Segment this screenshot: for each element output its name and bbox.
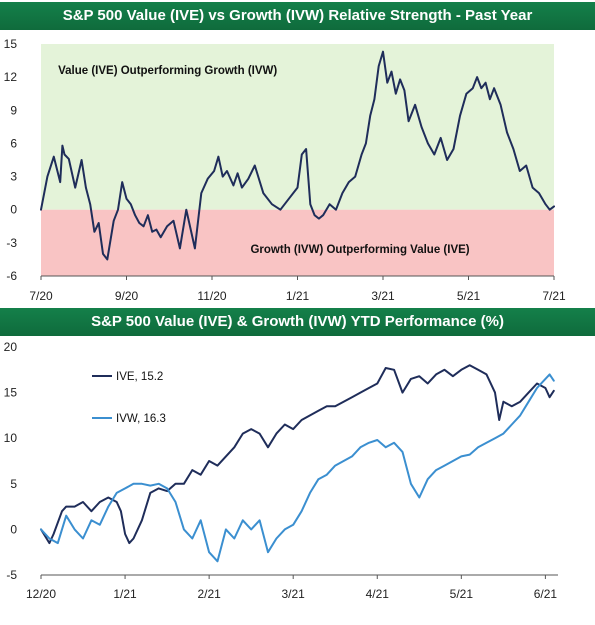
y-tick-label: 15: [4, 386, 18, 400]
x-tick-label: 7/21: [542, 289, 566, 303]
y-tick-label: 3: [10, 170, 17, 184]
y-tick-label: 15: [4, 37, 18, 51]
y-tick-label: 6: [10, 136, 17, 150]
y-tick-label: 5: [10, 477, 17, 491]
relative-strength-chart: -6 -3 0 3 6 9 12 15 7/20 9/20 11/20 1/21 3/21 5/21 7/2…: [4, 37, 566, 303]
chart1-title: S&P 500 Value (IVE) vs Growth (IVW) Rela…: [0, 2, 595, 30]
y-tick-label: 10: [4, 431, 18, 445]
zone-annotation-0: Value (IVE) Outperforming Growth (IVW): [58, 65, 277, 77]
x-tick-label: 5/21: [450, 587, 474, 601]
y-tick-label: 0: [10, 522, 17, 536]
zone-annotation-1: Growth (IVW) Outperforming Value (IVE): [250, 244, 469, 256]
y-tick-label: 20: [4, 340, 18, 354]
zone-band-1: [41, 209, 554, 276]
x-tick-label: 5/21: [457, 289, 481, 303]
y-tick-label: 12: [4, 70, 18, 84]
x-tick-label: 12/20: [26, 587, 56, 601]
x-tick-label: 1/21: [286, 289, 310, 303]
y-tick-label: 9: [10, 103, 17, 117]
y-tick-label: -6: [6, 269, 17, 283]
ytd-performance-chart: -5 0 5 10 15 20 12/20 1/21 2/21 3/21 4/21 5/21 6/21 I…: [4, 340, 558, 601]
x-tick-label: 3/21: [371, 289, 395, 303]
ive-series-line: [40, 364, 555, 545]
relative-strength-line: [40, 50, 555, 261]
x-tick-label: 9/20: [115, 289, 139, 303]
y-tick-label: -5: [6, 568, 17, 582]
ivw-series-line: [40, 373, 555, 563]
y-tick-label: -3: [6, 236, 17, 250]
x-tick-label: 6/21: [534, 587, 558, 601]
legend-label-ive: IVE, 15.2: [116, 371, 163, 383]
y-tick-label: 0: [10, 203, 17, 217]
x-tick-label: 7/20: [29, 289, 53, 303]
x-tick-label: 2/21: [197, 587, 221, 601]
x-tick-label: 3/21: [282, 587, 306, 601]
x-tick-label: 11/20: [197, 289, 226, 303]
x-tick-label: 1/21: [113, 587, 137, 601]
chart2-title: S&P 500 Value (IVE) & Growth (IVW) YTD P…: [0, 308, 595, 336]
x-tick-label: 4/21: [366, 587, 390, 601]
legend-label-ivw: IVW, 16.3: [116, 413, 166, 425]
